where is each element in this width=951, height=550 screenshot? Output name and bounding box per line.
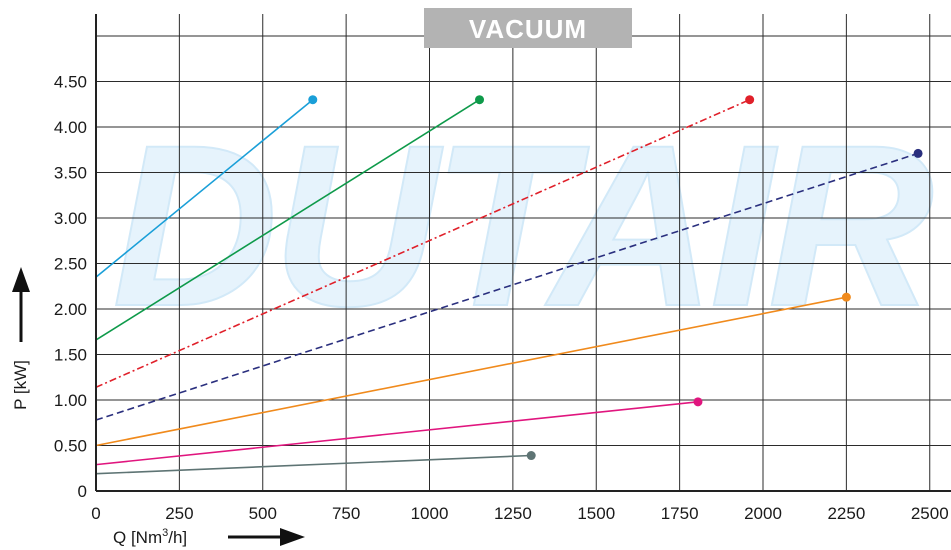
series-end-point-6 — [693, 397, 703, 407]
x-tick-labels: 0 250 500 750 1000 1250 1500 1750 2000 2250 2500 — [91, 504, 948, 523]
series-lines — [95, 95, 923, 475]
y-axis-label: P [kW] — [11, 360, 30, 410]
y-tick-label-0: 0 — [78, 482, 87, 501]
x-tick-label-9: 2250 — [827, 504, 865, 523]
series-end-point-2 — [475, 95, 485, 105]
y-tick-labels: 0 0.50 1.00 1.50 2.00 2.50 3.00 3.50 4.00 4.50 — [54, 73, 87, 502]
series-end-point-1 — [308, 95, 318, 105]
x-axis-arrow — [228, 528, 305, 546]
axes — [95, 14, 951, 492]
y-tick-label-8: 4.00 — [54, 118, 87, 137]
series-end-point-4 — [913, 148, 923, 158]
y-tick-label-2: 1.00 — [54, 391, 87, 410]
watermark: DUTAIR — [111, 96, 940, 355]
chart-title: VACUUM — [424, 8, 632, 48]
x-tick-label-1: 250 — [165, 504, 193, 523]
y-tick-label-3: 1.50 — [54, 346, 87, 365]
y-tick-label-4: 2.00 — [54, 300, 87, 319]
y-tick-label-6: 3.00 — [54, 209, 87, 228]
x-tick-label-3: 750 — [332, 504, 360, 523]
series-line-7 — [95, 454, 532, 475]
x-tick-label-2: 500 — [249, 504, 277, 523]
series-end-point-7 — [526, 451, 536, 461]
y-tick-label-5: 2.50 — [54, 255, 87, 274]
series-end-point-5 — [841, 292, 851, 302]
x-tick-label-10: 2500 — [911, 504, 949, 523]
x-axis-label: Q [Nm3/h] — [113, 527, 187, 547]
x-tick-label-0: 0 — [91, 504, 100, 523]
y-axis-arrow — [12, 267, 30, 342]
series-line-2 — [95, 99, 480, 341]
watermark-logo: DUTAIR — [112, 97, 933, 354]
x-tick-label-4: 1000 — [411, 504, 449, 523]
series-line-3 — [95, 98, 750, 388]
x-tick-label-6: 1500 — [577, 504, 615, 523]
x-tick-label-5: 1250 — [494, 504, 532, 523]
series-end-point-3 — [745, 95, 755, 105]
series-line-5 — [95, 296, 847, 447]
x-tick-label-7: 1750 — [661, 504, 699, 523]
y-tick-label-1: 0.50 — [54, 437, 87, 456]
title-box — [424, 8, 632, 48]
grid — [96, 14, 951, 491]
title-text: VACUUM — [469, 14, 587, 44]
y-tick-label-9: 4.50 — [54, 73, 87, 92]
series-line-6 — [95, 401, 699, 466]
series-line-1 — [95, 99, 314, 278]
y-tick-label-7: 3.50 — [54, 164, 87, 183]
x-tick-label-8: 2000 — [744, 504, 782, 523]
series-line-4 — [95, 152, 919, 421]
